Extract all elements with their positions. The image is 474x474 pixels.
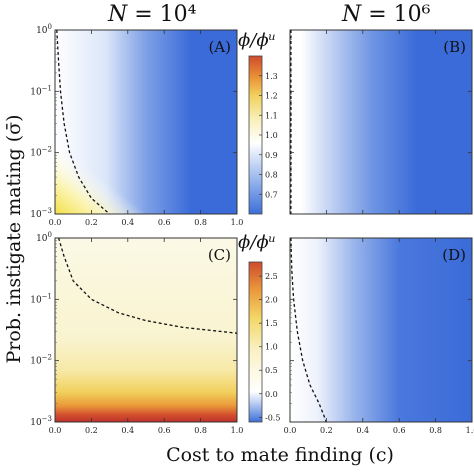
panel-d-label: (D) (442, 246, 466, 264)
colorbar-tick-label: 2.5 (265, 272, 278, 281)
y-tick-label: 10−2 (30, 354, 52, 367)
y-tick-label: 10−3 (30, 207, 52, 220)
panel-a-frame (54, 29, 238, 215)
x-tick-label: 0.8 (194, 426, 207, 435)
y-tick-label: 100 (36, 23, 52, 36)
x-tick-label: 0.0 (49, 218, 62, 227)
x-tick-label: 0.4 (356, 426, 369, 435)
colorbar-tick-label: 2.0 (265, 296, 278, 305)
y-tick-label: 100 (36, 231, 52, 244)
x-tick-label: 0.0 (284, 426, 297, 435)
x-tick-label: 1.0 (231, 218, 244, 227)
panel-a: (A) 10−3 10−2 10−1 100 0.0 0.2 0.4 0.6 0.8 1.0 (30, 23, 243, 227)
y-tick-label: 10−1 (30, 292, 52, 305)
column-title-right: 𝑁 = 10⁶ (342, 2, 431, 27)
panel-c: (C) 10−3 10−2 10−1 100 0.0 0.2 0.4 0.6 0.8 1.0 (30, 231, 243, 435)
panel-b-heatmap (290, 30, 472, 214)
panel-c-label: (C) (208, 246, 231, 264)
panel-c-frame (54, 237, 238, 423)
colorbar-tick-label: 0.7 (265, 190, 278, 199)
x-tick-label: 0.0 (49, 426, 62, 435)
x-tick-label: 0.2 (85, 218, 98, 227)
colorbar-tick-label: 0.8 (265, 171, 278, 180)
x-axis-title: Cost to mate finding (c) (166, 444, 394, 466)
panel-b-frame (289, 29, 473, 215)
colorbar-tick-label: 1.2 (265, 92, 278, 101)
panel-c-boundary-curve (57, 237, 238, 334)
y-tick-label: 10−2 (30, 146, 52, 159)
colorbar-tick-label: 0.5 (265, 366, 278, 375)
colorbar-tick-label: -0.5 (265, 413, 280, 422)
panel-d-frame (289, 237, 473, 423)
colorbar-tick-label: 1.3 (265, 72, 278, 81)
colorbar-tick-label: 1.5 (265, 319, 278, 328)
panel-d: (D) 0.0 0.2 0.4 0.6 0.8 1.0 (284, 237, 474, 435)
panel-b-label: (B) (443, 38, 466, 56)
colorbar-tick-label: 1.0 (265, 131, 278, 140)
colorbar-tick-label: 1.0 (265, 343, 278, 352)
y-tick-label: 10−3 (30, 415, 52, 428)
x-tick-label: 0.2 (85, 426, 98, 435)
colorbar-bottom: -0.5 0.0 0.5 1.0 1.5 2.0 2.5 (248, 261, 280, 423)
y-tick-label: 10−1 (30, 84, 52, 97)
x-tick-label: 1.0 (231, 426, 244, 435)
column-title-left: 𝑁 = 10⁴ (108, 2, 197, 27)
panel-d-boundary-curve (290, 237, 328, 423)
x-tick-label: 0.8 (194, 218, 207, 227)
x-tick-label: 0.6 (158, 218, 171, 227)
x-tick-label: 0.6 (393, 426, 406, 435)
colorbar-bottom-bar (248, 261, 263, 423)
x-tick-label: 1.0 (466, 426, 474, 435)
panel-c-heatmap (55, 238, 237, 422)
colorbar-title-top: ϕ/ϕᵘ (238, 30, 276, 51)
panel-a-label: (A) (208, 38, 231, 56)
colorbar-tick-label: 1.1 (265, 111, 278, 120)
panel-d-heatmap (290, 238, 472, 422)
panel-b: (B) (289, 29, 473, 215)
x-tick-label: 0.8 (429, 426, 442, 435)
x-tick-label: 0.2 (320, 426, 333, 435)
colorbar-top: 0.7 0.8 0.9 1.0 1.1 1.2 1.3 (248, 55, 278, 215)
x-tick-label: 0.6 (158, 426, 171, 435)
colorbar-title-bottom: ϕ/ϕᵘ (238, 232, 276, 253)
panel-a-warm-corner (55, 30, 237, 214)
colorbar-tick-label: 0.0 (265, 390, 278, 399)
colorbar-tick-label: 0.9 (265, 151, 278, 160)
x-tick-label: 0.4 (121, 218, 134, 227)
x-tick-label: 0.4 (121, 426, 134, 435)
